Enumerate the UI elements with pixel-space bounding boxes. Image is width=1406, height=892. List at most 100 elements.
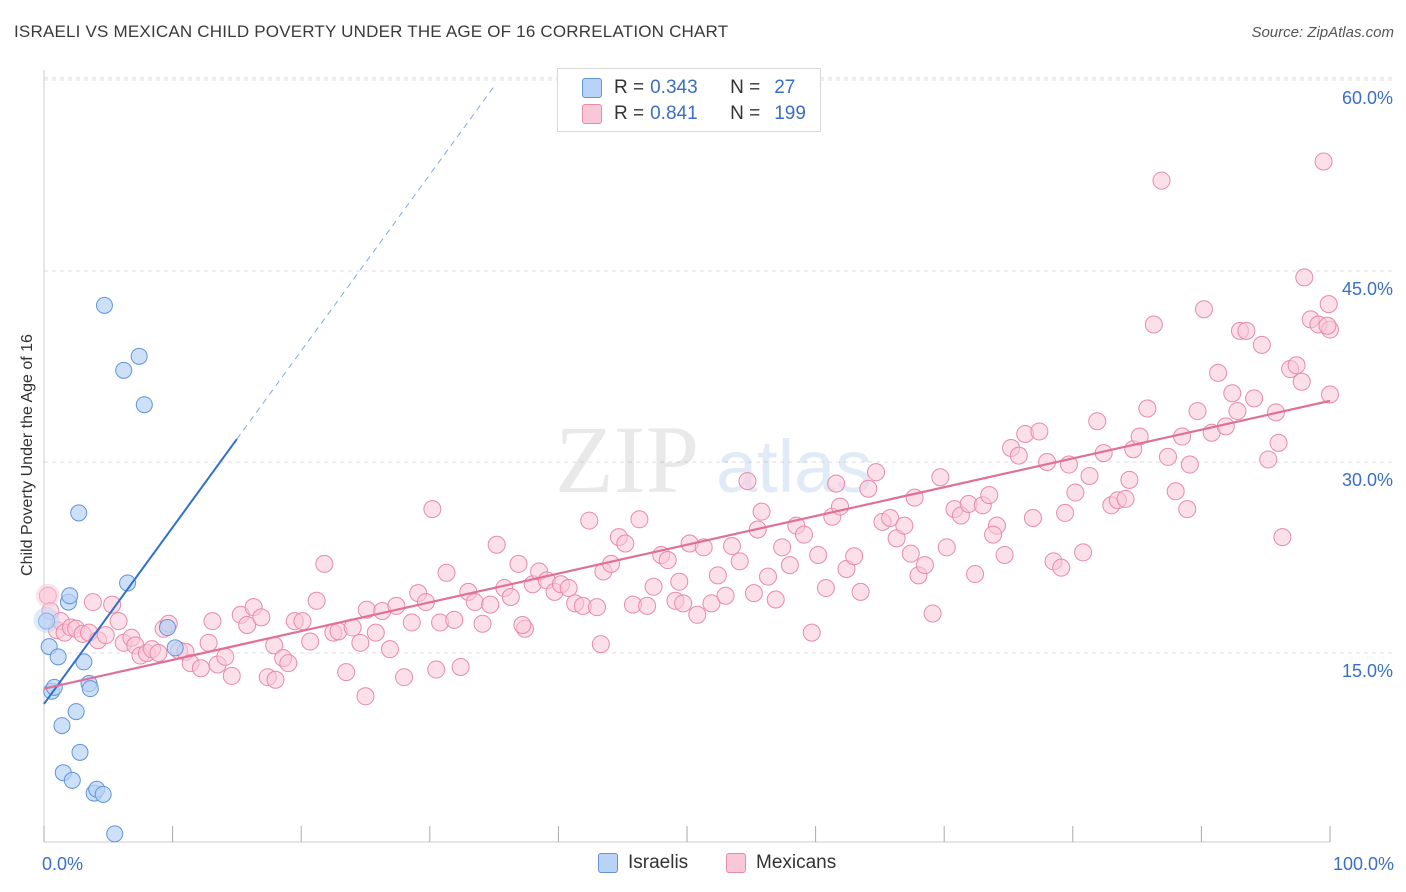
- mexican-point: [1223, 384, 1242, 403]
- mexican-point: [216, 647, 235, 666]
- mexican-point: [337, 663, 356, 682]
- mexican-point: [1066, 483, 1085, 502]
- israeli-point: [71, 743, 89, 761]
- x-tick-label: 100.0%: [1333, 854, 1394, 874]
- r-value: 0.841: [650, 103, 698, 124]
- mexican-point: [427, 660, 446, 679]
- mexican-point: [744, 584, 763, 603]
- mexican-point: [1074, 543, 1093, 562]
- mexican-point: [191, 659, 210, 678]
- mexican-point: [1166, 482, 1185, 501]
- mexican-point: [473, 614, 492, 633]
- mexican-point: [984, 525, 1003, 544]
- mexican-point: [1180, 455, 1199, 474]
- mexican-point: [723, 537, 742, 556]
- mexican-point: [395, 668, 414, 687]
- mexican-point: [1194, 300, 1213, 319]
- r-label: R =: [614, 77, 645, 98]
- mexican-point: [1319, 295, 1338, 314]
- israeli-point: [166, 639, 184, 657]
- mexican-point: [1144, 315, 1163, 334]
- mexican-point: [315, 554, 334, 573]
- israeli-point: [94, 785, 112, 803]
- mexican-point: [780, 556, 799, 575]
- mexican-point: [481, 595, 500, 614]
- mexican-point: [1052, 558, 1071, 577]
- watermark-zip: ZIP: [555, 406, 699, 513]
- mexican-point: [559, 579, 578, 598]
- mexican-regression-line: [43, 399, 1331, 690]
- mexican-point: [587, 598, 606, 617]
- mexican-point: [766, 590, 785, 609]
- n-label: N =: [730, 77, 761, 98]
- mexican-point: [366, 623, 385, 642]
- mexican-point: [752, 502, 771, 521]
- israeli-point: [38, 612, 56, 630]
- mexican-point: [688, 605, 707, 624]
- mexican-point: [149, 644, 168, 662]
- mexican-point: [759, 567, 778, 586]
- y-tick-label: 60.0%: [1342, 88, 1393, 108]
- mexican-point: [895, 516, 914, 535]
- mexican-point: [1287, 356, 1306, 375]
- mexican-point: [279, 654, 298, 673]
- series-legend: Israelis Mexicans: [0, 852, 1406, 878]
- r-label: R =: [614, 103, 645, 124]
- n-label: N =: [730, 103, 761, 124]
- israeli-point: [106, 825, 124, 843]
- mexican-point: [203, 612, 222, 631]
- mexican-point: [222, 666, 241, 685]
- mexican-point: [437, 563, 456, 582]
- y-tick-label: 30.0%: [1342, 470, 1393, 490]
- mexicans-legend-swatch: [726, 853, 746, 873]
- mexican-point: [1259, 450, 1278, 469]
- mexican-point: [509, 554, 528, 573]
- mexican-point: [591, 635, 610, 654]
- mexican-point: [1158, 447, 1177, 466]
- mexicans-swatch: [582, 104, 602, 124]
- mexican-point: [644, 577, 663, 596]
- israeli-regression-extension: [236, 86, 495, 440]
- mexican-point: [1292, 372, 1311, 391]
- mexican-point: [730, 552, 749, 571]
- israeli-point: [81, 680, 99, 698]
- israeli-point: [119, 574, 137, 592]
- mexican-point: [266, 670, 285, 689]
- mexican-point: [658, 551, 677, 570]
- israeli-point: [67, 703, 85, 721]
- mexican-point: [867, 463, 886, 482]
- mexican-point: [1273, 528, 1292, 547]
- mexican-point: [1138, 399, 1157, 418]
- mexican-point: [501, 587, 520, 606]
- mexican-point: [1252, 335, 1271, 354]
- mexican-point: [1314, 152, 1333, 171]
- legend-mexicans-label: Mexicans: [756, 852, 837, 873]
- mexican-point-cluster: [35, 583, 60, 608]
- mexican-point: [301, 632, 320, 651]
- mexican-point: [931, 468, 950, 487]
- mexican-point: [1088, 412, 1107, 431]
- r-value: 0.343: [650, 77, 698, 98]
- mexican-point: [716, 586, 735, 605]
- israeli-point: [61, 587, 79, 605]
- mexican-point: [937, 538, 956, 557]
- mexican-point: [293, 612, 312, 631]
- mexican-point: [487, 535, 506, 554]
- tick-labels: 15.0% 30.0% 45.0% 60.0% 0.0% 100.0%: [42, 88, 1394, 874]
- israeli-point: [49, 648, 67, 666]
- y-axis-label: Child Poverty Under the Age of 16: [19, 334, 36, 576]
- legend-row-israelis: R = 0.343 N = 27: [582, 76, 795, 100]
- mexican-point: [1269, 433, 1288, 452]
- mexican-point: [616, 534, 635, 553]
- mexican-point: [83, 593, 102, 612]
- mexican-point: [199, 633, 218, 652]
- israelis-legend-swatch: [598, 853, 618, 873]
- mexican-point: [580, 511, 599, 530]
- mexican-point: [1152, 171, 1171, 190]
- israeli-points: [33, 296, 184, 843]
- watermark: ZIP atlas: [555, 406, 872, 513]
- mexican-point: [881, 509, 900, 528]
- israeli-point: [53, 717, 71, 735]
- mexican-point: [1237, 321, 1256, 340]
